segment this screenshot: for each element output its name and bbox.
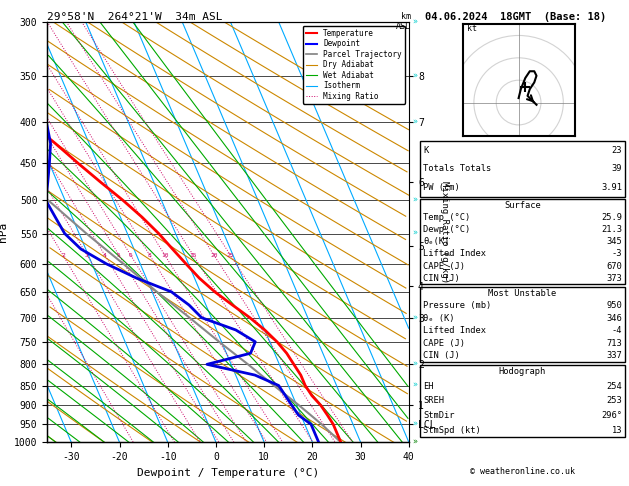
Text: »: » [412,17,417,26]
Text: 713: 713 [606,339,622,348]
Text: EH: EH [423,382,434,391]
Text: 3.91: 3.91 [601,183,622,192]
Text: 20: 20 [210,253,218,258]
Text: »: » [412,196,417,205]
Text: »: » [412,360,417,369]
Text: Dewp (°C): Dewp (°C) [423,225,470,234]
Text: 23: 23 [611,146,622,155]
Text: 6: 6 [129,253,133,258]
Text: SREH: SREH [423,397,444,405]
Text: 5: 5 [117,253,121,258]
Text: Surface: Surface [504,201,541,210]
Text: -4: -4 [611,326,622,335]
Text: 15: 15 [189,253,197,258]
Text: 25.9: 25.9 [601,213,622,222]
Text: »: » [412,313,417,322]
Text: Lifted Index: Lifted Index [423,249,486,259]
Text: 254: 254 [606,382,622,391]
Text: »: » [412,381,417,390]
Y-axis label: hPa: hPa [0,222,8,242]
Text: 8: 8 [148,253,152,258]
Text: StmSpd (kt): StmSpd (kt) [423,426,481,434]
Text: 4: 4 [103,253,106,258]
Text: 2: 2 [61,253,65,258]
Text: Temp (°C): Temp (°C) [423,213,470,222]
Text: 346: 346 [606,313,622,323]
Text: CIN (J): CIN (J) [423,351,460,360]
Text: Lifted Index: Lifted Index [423,326,486,335]
Text: CAPE (J): CAPE (J) [423,339,465,348]
Text: 21.3: 21.3 [601,225,622,234]
Text: 670: 670 [606,261,622,271]
Text: -3: -3 [611,249,622,259]
Text: 04.06.2024  18GMT  (Base: 18): 04.06.2024 18GMT (Base: 18) [425,12,606,22]
Text: »: » [412,71,417,80]
Text: 950: 950 [606,301,622,310]
Text: CIN (J): CIN (J) [423,274,460,283]
X-axis label: Dewpoint / Temperature (°C): Dewpoint / Temperature (°C) [137,468,319,478]
Text: »: » [412,438,417,447]
Y-axis label: Mixing Ratio (g/kg): Mixing Ratio (g/kg) [440,181,449,283]
Text: »: » [412,229,417,238]
Text: Most Unstable: Most Unstable [488,289,557,297]
Text: Pressure (mb): Pressure (mb) [423,301,492,310]
Text: © weatheronline.co.uk: © weatheronline.co.uk [470,467,574,476]
Text: θₑ(K): θₑ(K) [423,237,450,246]
Text: 3: 3 [85,253,89,258]
Text: 373: 373 [606,274,622,283]
Text: K: K [423,146,428,155]
Text: kt: kt [467,24,477,33]
Text: StmDir: StmDir [423,411,455,420]
Text: 29°58'N  264°21'W  34m ASL: 29°58'N 264°21'W 34m ASL [47,12,223,22]
Text: »: » [412,118,417,127]
Text: 253: 253 [606,397,622,405]
Text: Hodograph: Hodograph [499,367,546,376]
Text: 25: 25 [226,253,234,258]
Text: 345: 345 [606,237,622,246]
Text: 13: 13 [611,426,622,434]
Text: »: » [412,420,417,429]
Text: PW (cm): PW (cm) [423,183,460,192]
Text: 337: 337 [606,351,622,360]
Text: 39: 39 [611,164,622,174]
Text: km
ASL: km ASL [396,12,411,31]
Text: CAPE (J): CAPE (J) [423,261,465,271]
Legend: Temperature, Dewpoint, Parcel Trajectory, Dry Adiabat, Wet Adiabat, Isotherm, Mi: Temperature, Dewpoint, Parcel Trajectory… [303,26,405,104]
Text: 10: 10 [161,253,169,258]
Text: θₑ (K): θₑ (K) [423,313,455,323]
Text: 296°: 296° [601,411,622,420]
Text: Totals Totals: Totals Totals [423,164,492,174]
